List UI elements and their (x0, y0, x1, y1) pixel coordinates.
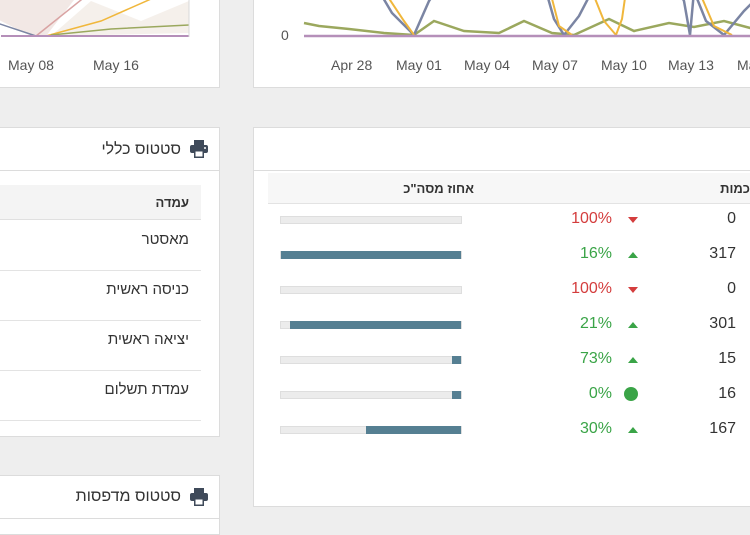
trend-indicator (628, 322, 638, 328)
station-name: כניסה ראשית (106, 281, 189, 298)
general-status-panel: סטטוס כללי עמדה מאסטר כניסה ראשית יציאה … (0, 127, 220, 437)
column-header: עמדה (0, 185, 201, 220)
panel-title: סטטוס מדפסות (75, 488, 181, 505)
table-header: כמות אחוז מסה"כ (268, 173, 750, 204)
printer-icon[interactable] (189, 488, 209, 506)
trend-indicator (628, 357, 638, 363)
table-row: 16 0% (254, 378, 750, 413)
change-percent: 73% (579, 350, 612, 367)
trend-indicator (628, 252, 638, 258)
x-tick-label: May 01 (396, 57, 442, 73)
x-tick-label: May 13 (668, 57, 714, 73)
station-row[interactable]: עמדת תשלום (0, 370, 201, 421)
chart-panel-left: May 08 May 16 (0, 0, 220, 88)
printers-status-panel: סטטוס מדפסות (0, 475, 220, 535)
share-bar (280, 216, 462, 224)
panel-header: סטטוס מדפסות (0, 476, 219, 519)
change-percent: 21% (579, 315, 612, 332)
printer-icon[interactable] (189, 140, 209, 158)
x-tick-label: May 16 (93, 57, 139, 73)
share-bar-fill (281, 251, 461, 259)
quantity-value: 167 (709, 420, 736, 437)
share-bar (280, 321, 462, 329)
table-row: 167 30% (254, 413, 750, 448)
station-row[interactable]: כניסה ראשית (0, 270, 201, 321)
quantity-column-header: כמות (720, 181, 750, 196)
x-tick-label: May 07 (532, 57, 578, 73)
quantity-value: 0 (727, 210, 736, 227)
quantity-value: 16 (718, 385, 736, 402)
share-bar (280, 426, 462, 434)
table-row: 317 16% (254, 238, 750, 273)
quantity-value: 15 (718, 350, 736, 367)
trend-indicator (628, 427, 638, 433)
y-tick-label: 0 (281, 27, 289, 43)
percent-column-header: אחוז מסה"כ (403, 181, 474, 196)
change-percent: 100% (571, 210, 612, 227)
table-row: 0 100% (254, 273, 750, 308)
chart-panel-right: 0 Apr 28 May 01 May 04 May 07 May 10 May… (253, 0, 750, 88)
change-percent: 0% (588, 385, 612, 402)
panel-header: סטטוס כללי (0, 128, 219, 171)
change-percent: 30% (579, 420, 612, 437)
trend-indicator (628, 287, 638, 293)
trend-indicator (628, 217, 638, 223)
x-tick-label: May 04 (464, 57, 510, 73)
change-percent: 100% (571, 280, 612, 297)
panel-header (254, 128, 750, 171)
share-bar (280, 251, 462, 259)
table-row: 301 21% (254, 308, 750, 343)
share-bar-fill (452, 391, 461, 399)
share-bar (280, 391, 462, 399)
table-row: 0 100% (254, 203, 750, 238)
x-tick-label: May 10 (601, 57, 647, 73)
station-name: יציאה ראשית (107, 331, 189, 348)
panel-title: סטטוס כללי (101, 141, 181, 158)
line-chart-left (0, 0, 190, 37)
share-bar-fill (290, 321, 461, 329)
quantity-value: 0 (727, 280, 736, 297)
quantity-table-panel: כמות אחוז מסה"כ 0 100% 317 16% 0 100% 30… (253, 127, 750, 507)
share-bar (280, 286, 462, 294)
share-bar (280, 356, 462, 364)
x-tick-label: Ma (737, 57, 750, 73)
column-header-label: עמדה (155, 195, 189, 210)
table-row: 15 73% (254, 343, 750, 378)
x-tick-label: May 08 (8, 57, 54, 73)
station-row[interactable]: יציאה ראשית (0, 320, 201, 371)
station-name: מאסטר (141, 231, 189, 248)
station-name: עמדת תשלום (104, 381, 189, 398)
change-percent: 16% (579, 245, 612, 262)
station-row[interactable]: מאסטר (0, 220, 201, 271)
line-chart-right (303, 0, 750, 38)
share-bar-fill (365, 426, 461, 434)
quantity-value: 317 (709, 245, 736, 262)
trend-indicator (624, 387, 638, 401)
x-tick-label: Apr 28 (331, 57, 373, 73)
quantity-value: 301 (709, 315, 736, 332)
share-bar-fill (452, 356, 461, 364)
